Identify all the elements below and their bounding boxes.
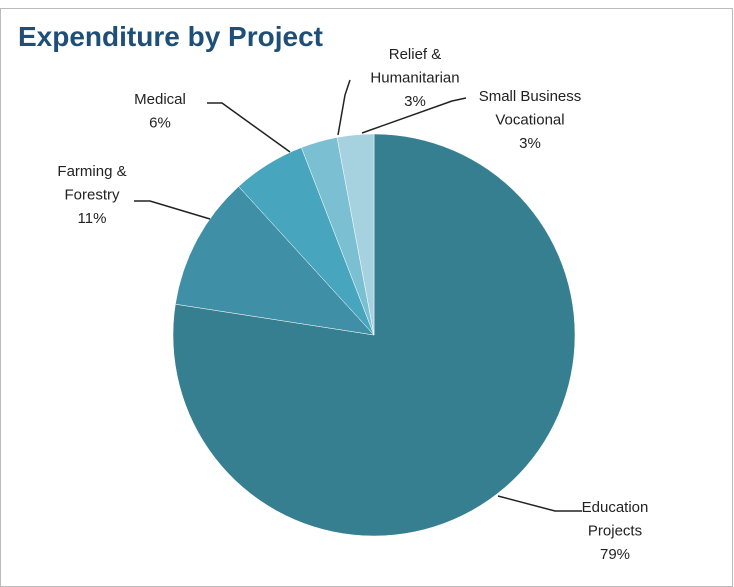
slice-value-label: 79%	[600, 546, 630, 563]
slice-label-line: Humanitarian	[370, 69, 459, 86]
slice-label-line: Vocational	[495, 111, 564, 128]
slice-label: Farming & Forestry 11%	[57, 163, 126, 227]
slice-label-line: Small Business	[479, 88, 582, 105]
slice-label: Education Projects 79%	[582, 499, 649, 563]
slice-label: Small Business Vocational 3%	[479, 88, 582, 152]
chart-title: Expenditure by Project	[18, 21, 323, 52]
slice-label-line: Forestry	[64, 186, 120, 203]
slice-value-label: 11%	[78, 210, 107, 227]
slice-label-line: Medical	[134, 91, 186, 108]
slices	[172, 133, 576, 537]
pie-slice	[175, 186, 375, 336]
slice-label-line: Education	[582, 499, 649, 516]
slice-value-label: 3%	[519, 135, 541, 152]
leaders	[134, 79, 582, 512]
pie-slice	[336, 133, 375, 336]
slice-label-line: Farming &	[57, 163, 126, 180]
slice-label: Medical 6%	[134, 91, 186, 132]
slice-value-label: 6%	[149, 114, 171, 131]
slice-label: Relief & Humanitarian 3%	[370, 46, 459, 110]
slice-label-line: Relief &	[389, 46, 442, 63]
slice-value-label: 3%	[404, 93, 426, 110]
slice-label-line: Projects	[588, 522, 642, 539]
